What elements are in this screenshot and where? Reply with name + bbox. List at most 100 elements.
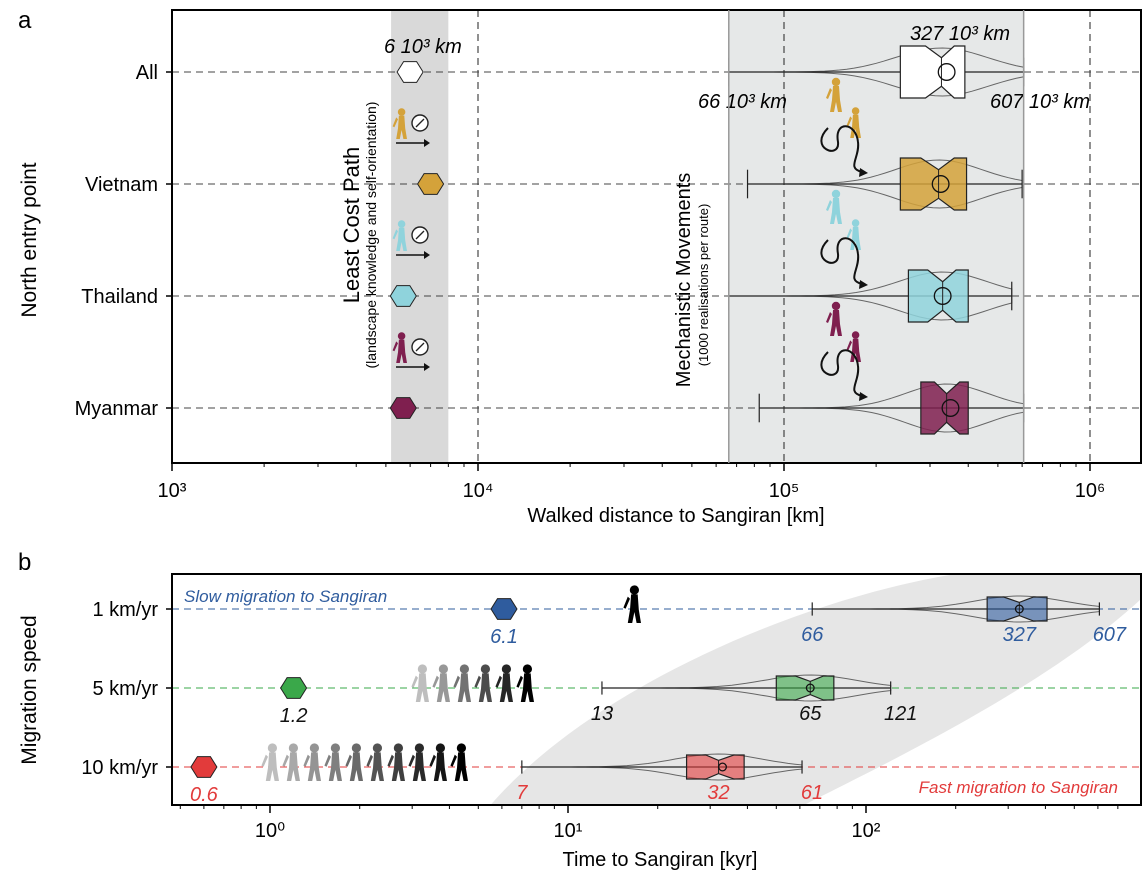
least-cost-label: Least Cost Path [339, 147, 364, 304]
x-tick-label-1000: 10³ [158, 480, 187, 502]
panel-a-walker-icons [392, 77, 868, 401]
compass-needle [415, 342, 425, 352]
least-cost-hexagon-myanmar [389, 397, 417, 419]
panel-a-boxes [728, 45, 1025, 435]
mechanistic-band [728, 10, 1024, 463]
walker-figure-5-km-yr-head [459, 664, 470, 674]
panel-b-xlabel: Time to Sangiran [kyr] [563, 849, 758, 871]
random-walk-path [820, 125, 863, 173]
walker-figure-1-km-yr [623, 585, 641, 623]
median-label-5-km-yr: 65 [799, 703, 822, 725]
min-label-5-km-yr: 13 [591, 703, 613, 725]
mechanistic-walker-a-myanmar [826, 301, 842, 336]
boxplot-10-km-yr-box [685, 754, 745, 780]
walker-figure-5-km-yr [411, 664, 429, 702]
walker-figure-5-km-yr-body [432, 673, 450, 702]
median-label-1-km-yr: 327 [1003, 624, 1037, 646]
walker-figure-1-km-yr-body [623, 594, 641, 623]
walker-figure-10-km-yr-head [330, 743, 341, 753]
annotation-327k: 327 10³ km [910, 23, 1010, 45]
walker-figure-10-km-yr-body [261, 752, 279, 781]
least-cost-walker-thailand [392, 220, 407, 251]
x-tick-label-100: 10² [852, 820, 881, 842]
walker-figure-10-km-yr [303, 743, 321, 781]
walker-figure-10-km-yr-body [450, 752, 468, 781]
mechanistic-walker-b-myanmar-head [851, 331, 860, 339]
boxplot-all-box [899, 45, 966, 99]
mechanistic-walker-b-thailand-body [846, 226, 861, 250]
mechanistic-walker-b-myanmar-body [846, 338, 861, 362]
y-category-thailand: Thailand [81, 286, 158, 308]
max-label-5-km-yr: 121 [884, 703, 917, 725]
walker-figure-5-km-yr-head [480, 664, 491, 674]
panel-label-b: b [18, 549, 31, 576]
boxplot-10-km-yr-mean [718, 762, 728, 772]
mechanistic-walker-a-thailand-head [831, 189, 841, 199]
max-label-10-km-yr: 61 [801, 782, 823, 804]
least-cost-hexagon-10-km-yr [190, 756, 218, 778]
mechanistic-walker-a-vietnam-body [826, 86, 842, 112]
mechanistic-walker-a-myanmar-head [831, 301, 841, 311]
y-category-vietnam: Vietnam [85, 174, 158, 196]
walker-figure-10-km-yr-head [351, 743, 362, 753]
least-cost-walker-myanmar-body [392, 339, 407, 363]
y-category-10-km-yr: 10 km/yr [81, 757, 158, 779]
mechanistic-walker-a-thailand [826, 189, 842, 224]
panel-a-frame [171, 9, 1142, 464]
walker-figure-10-km-yr-head [309, 743, 320, 753]
mechanistic-walker-a-thailand-body [826, 198, 842, 224]
boxplot-5-km-yr-mean [805, 683, 815, 693]
annotation-66k: 66 10³ km [698, 91, 787, 113]
max-label-1-km-yr: 607 [1093, 624, 1127, 646]
panel-b-walkers [261, 585, 641, 781]
walker-figure-10-km-yr [261, 743, 279, 781]
boxplot-myanmar-mean [941, 399, 960, 417]
walker-figure-10-km-yr [282, 743, 300, 781]
walker-figure-10-km-yr [450, 743, 468, 781]
walker-figure-5-km-yr-body [495, 673, 513, 702]
walker-figure-10-km-yr [387, 743, 405, 781]
walker-figure-10-km-yr-body [345, 752, 363, 781]
walker-figure-10-km-yr-body [408, 752, 426, 781]
least-cost-hexagon-thailand [389, 285, 417, 307]
panel-b-x-ticks: 10⁰ 10¹ 10² [179, 805, 1119, 842]
walker-figure-5-km-yr-head [522, 664, 533, 674]
annotation-607k: 607 10³ km [990, 91, 1090, 113]
walker-figure-5-km-yr-body [411, 673, 429, 702]
walker-figure-1-km-yr-head [629, 585, 640, 595]
annotation-slow: Slow migration to Sangiran [184, 587, 387, 606]
compass-needle [415, 230, 425, 240]
walker-figure-10-km-yr [366, 743, 384, 781]
panel-a-y-categories: All Vietnam Thailand Myanmar [75, 62, 172, 420]
walker-figure-5-km-yr [432, 664, 450, 702]
least-cost-walker-vietnam-head [397, 108, 406, 116]
walker-figure-10-km-yr [429, 743, 447, 781]
random-walk-arrowhead [859, 168, 868, 177]
panel-b-y-categories: 1 km/yr 5 km/yr 10 km/yr [81, 599, 172, 779]
random-walk-arrowhead [859, 392, 868, 401]
walker-figure-10-km-yr-body [324, 752, 342, 781]
walker-figure-10-km-yr-head [435, 743, 446, 753]
least-cost-walker-vietnam-body [392, 115, 407, 139]
walker-figure-5-km-yr-body [474, 673, 492, 702]
panel-b-ylabel: Migration speed [18, 615, 41, 764]
boxplot-myanmar-box [920, 381, 969, 435]
least-cost-walker-myanmar [392, 332, 407, 363]
walker-figure-10-km-yr-body [303, 752, 321, 781]
min-label-1-km-yr: 66 [801, 624, 824, 646]
walker-figure-10-km-yr-head [267, 743, 278, 753]
walker-figure-10-km-yr-head [456, 743, 467, 753]
least-cost-sublabel: (landscape knowledge and self-orientatio… [363, 102, 379, 369]
walker-figure-10-km-yr-body [282, 752, 300, 781]
least-cost-hexagon-1-km-yr [490, 598, 518, 620]
min-label-10-km-yr: 7 [516, 782, 528, 804]
mechanistic-walker-a-vietnam-head [831, 77, 841, 87]
y-category-1-km-yr: 1 km/yr [92, 599, 158, 621]
boxplot-thailand-mean [933, 287, 952, 305]
boxplot-thailand-box [907, 269, 969, 323]
walker-figure-10-km-yr [345, 743, 363, 781]
walker-figure-10-km-yr-body [387, 752, 405, 781]
walker-figure-5-km-yr [516, 664, 534, 702]
boxplot-5-km-yr-box [775, 675, 835, 701]
